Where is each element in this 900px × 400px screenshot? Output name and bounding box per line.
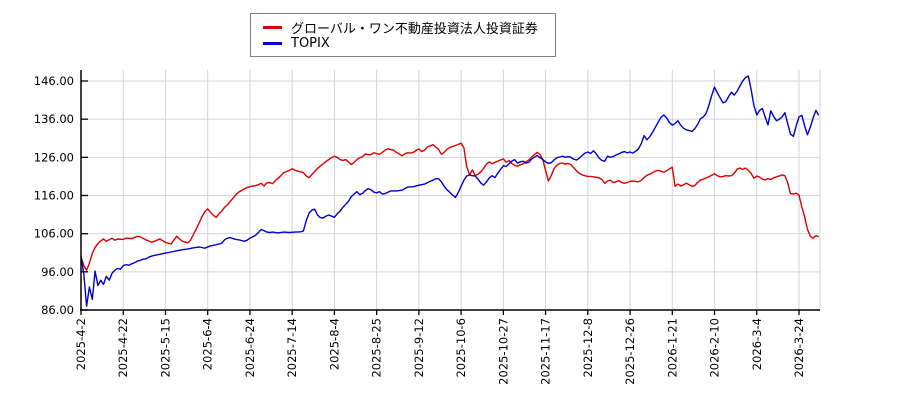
x-tick-label: 2025-10-6 (454, 318, 468, 378)
x-tick-label: 2025-4-22 (116, 318, 130, 378)
x-tick-label: 2025-9-12 (412, 318, 426, 378)
x-tick-label: 2025-7-14 (285, 318, 299, 378)
y-tick-label: 96.00 (41, 265, 74, 279)
series-line-topix (80, 75, 820, 307)
legend: グローバル・ワン不動産投資法人投資証券 TOPIX (250, 13, 556, 57)
x-tick-label: 2025-12-26 (623, 318, 637, 385)
legend-label: グローバル・ワン不動産投資法人投資証券 (291, 21, 538, 37)
x-tick-label: 2025-6-24 (243, 318, 257, 378)
x-tick-label: 2025-10-27 (496, 318, 510, 385)
x-tick-label: 2026-2-10 (708, 318, 722, 378)
x-tick-label: 2026-3-24 (792, 318, 806, 378)
legend-item-global-one-reit: グローバル・ワン不動産投資法人投資証券 (263, 19, 545, 37)
series-line-global-one-reit (80, 142, 819, 271)
x-tick-label: 2025-8-25 (370, 318, 384, 378)
x-tick-label: 2025-12-8 (581, 318, 595, 378)
legend-line-swatch (263, 25, 282, 29)
x-tick-label: 2026-3-4 (750, 318, 764, 370)
x-tick-label: 2025-5-15 (158, 318, 172, 378)
x-tick-label: 2025-11-17 (539, 318, 553, 385)
x-tick-label: 2025-8-4 (327, 318, 341, 370)
y-tick-label: 136.00 (34, 112, 74, 126)
y-tick-label: 106.00 (34, 227, 74, 241)
legend-line-swatch (263, 42, 282, 46)
legend-label: TOPIX (291, 36, 330, 52)
x-tick-label: 2026-1-21 (665, 318, 679, 378)
x-tick-label: 2025-4-2 (74, 318, 88, 370)
x-tick-label: 2025-6-4 (201, 318, 215, 370)
y-tick-label: 86.00 (41, 303, 74, 317)
y-tick-label: 126.00 (34, 150, 74, 164)
y-tick-label: 116.00 (34, 189, 74, 203)
legend-item-topix: TOPIX (263, 36, 545, 52)
y-tick-label: 146.00 (34, 74, 74, 88)
